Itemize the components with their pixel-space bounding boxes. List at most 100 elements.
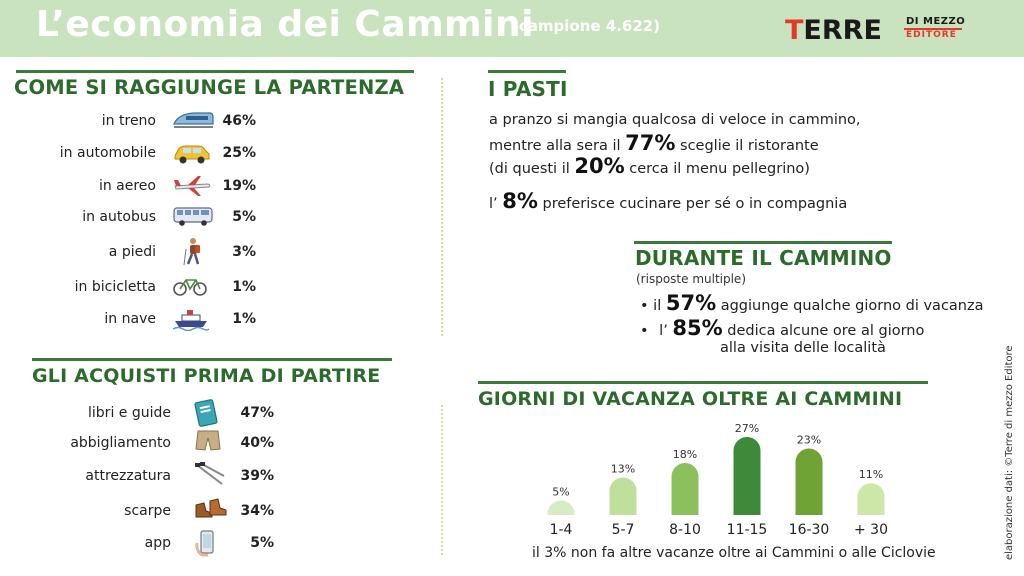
during-bullet-1-b: aggiunge qualche giorno di vacanza <box>720 298 984 314</box>
meals-line-4-a: l’ <box>489 196 498 212</box>
sample-size: (campione 4.622) <box>512 17 661 35</box>
meals-line-3-a: (di questi il <box>489 161 570 177</box>
during-bullet-2-b: dedica alcune ore al giorno <box>727 323 925 339</box>
shorts-icon <box>194 429 222 457</box>
purchase-value: 40% <box>240 435 274 451</box>
purchase-label: abbigliamento <box>70 435 171 451</box>
during-bullet-2: • l’ 85% dedica alcune ore al giorno <box>640 316 924 340</box>
departure-label: in autobus <box>82 209 156 225</box>
departure-label: in aereo <box>98 178 156 194</box>
smartphone-icon <box>194 529 220 561</box>
header-banner: L’economia dei Cammini (campione 4.622) … <box>0 0 1024 57</box>
bar-11-15 <box>733 437 761 515</box>
departure-label: in nave <box>104 311 156 327</box>
column-divider-top <box>441 78 443 336</box>
departure-label: in automobile <box>59 145 156 161</box>
logo-publisher-label: EDITORE <box>906 30 957 40</box>
logo-subtitle: DI MEZZO <box>906 16 966 27</box>
purchase-value: 34% <box>240 503 274 519</box>
meals-line-3-b: cerca il menu pellegrino) <box>629 161 810 177</box>
bullet-icon: • <box>640 323 649 339</box>
meals-line-2: mentre alla sera il 77% sceglie il risto… <box>489 131 819 155</box>
bar-category-label: + 30 <box>854 522 888 538</box>
departure-value: 25% <box>222 145 256 161</box>
train-icon <box>172 109 214 135</box>
departure-value: 46% <box>222 113 256 129</box>
bullet-icon: • <box>640 298 649 314</box>
purchase-value: 5% <box>250 535 274 551</box>
during-vacation-percent: 57% <box>665 291 717 315</box>
publisher-logo: TERRE DI MEZZO EDITORE <box>785 16 975 46</box>
purchase-label: scarpe <box>124 503 171 519</box>
meals-pilgrim-menu-percent: 20% <box>574 154 625 178</box>
departure-title: COME SI RAGGIUNGE LA PARTENZA <box>14 76 405 99</box>
chart-footnote: il 3% non fa altre vacanze oltre ai Camm… <box>532 545 936 561</box>
page-title: L’economia dei Cammini <box>36 4 534 45</box>
meals-line-2-b: sceglie il ristorante <box>680 138 819 154</box>
departure-value: 1% <box>232 279 256 295</box>
during-subtitle: (risposte multiple) <box>636 272 746 286</box>
meals-line-4: l’ 8% preferisce cucinare per sé o in co… <box>489 189 847 213</box>
bar-value-label: 18% <box>673 448 697 461</box>
bar-16-30 <box>795 448 823 515</box>
chart-rule <box>478 381 928 384</box>
during-bullet-2-cont: alla visita delle località <box>720 340 886 356</box>
during-bullet-1-a: il <box>653 298 662 314</box>
car-icon <box>172 141 212 169</box>
bar-value-label: 23% <box>797 434 821 447</box>
departure-label: a piedi <box>108 244 156 260</box>
meals-line-1: a pranzo si mangia qualcosa di veloce in… <box>489 112 861 128</box>
purchases-title: GLI ACQUISTI PRIMA DI PARTIRE <box>32 365 381 387</box>
meals-line-3: (di questi il 20% cerca il menu pellegri… <box>489 154 810 178</box>
column-divider-bottom <box>441 405 443 555</box>
departure-label: in bicicletta <box>74 279 156 295</box>
bar--30 <box>857 483 885 515</box>
departure-rule <box>16 70 414 73</box>
bicycle-icon <box>172 275 208 301</box>
departure-value: 5% <box>232 209 256 225</box>
purchase-label: libri e guide <box>88 405 171 421</box>
bar-category-label: 16-30 <box>789 522 830 538</box>
logo-divider <box>904 28 962 30</box>
purchase-value: 47% <box>240 405 274 421</box>
bar-value-label: 27% <box>735 422 759 435</box>
during-bullet-1: • il 57% aggiunge qualche giorno di vaca… <box>640 291 984 315</box>
meals-line-2-a: mentre alla sera il <box>489 138 621 154</box>
bus-icon <box>172 205 214 231</box>
bar-value-label: 5% <box>552 486 569 499</box>
during-visit-percent: 85% <box>672 316 723 340</box>
meals-title: I PASTI <box>488 77 568 101</box>
bar-8-10 <box>671 463 699 515</box>
data-credit: elaborazione dati: ©Terre di mezzo Edito… <box>1004 345 1015 560</box>
logo-rest: ERRE <box>803 15 882 46</box>
bar-category-label: 1-4 <box>550 522 573 538</box>
bar-5-7 <box>609 477 637 515</box>
departure-value: 19% <box>222 178 256 194</box>
bar-category-label: 5-7 <box>612 522 635 538</box>
vacation-days-bar-chart: 5% 1-4 13% 5-7 18% 8-10 27% 11-15 23% 16-30 11% + 3… <box>547 422 888 538</box>
during-title: DURANTE IL CAMMINO <box>635 246 892 270</box>
departure-value: 3% <box>232 244 256 260</box>
chart-title: GIORNI DI VACANZA OLTRE AI CAMMINI <box>478 388 903 410</box>
purchase-label: attrezzatura <box>85 468 171 484</box>
departure-label: in treno <box>101 113 156 129</box>
meals-cook-percent: 8% <box>502 189 538 213</box>
departure-value: 1% <box>232 311 256 327</box>
hiker-icon <box>182 237 204 271</box>
during-rule <box>634 241 892 244</box>
meals-line-4-b: preferisce cucinare per sé o in compagni… <box>542 196 848 212</box>
bar-value-label: 13% <box>611 462 635 475</box>
bar-1-4 <box>547 500 575 515</box>
meals-restaurant-percent: 77% <box>625 131 676 155</box>
bar-category-label: 8-10 <box>669 522 701 538</box>
bar-category-label: 11-15 <box>727 522 768 538</box>
logo-initial: T <box>785 15 804 46</box>
airplane-icon <box>172 174 212 202</box>
logo-wordmark: TERRE <box>785 16 882 46</box>
boots-icon <box>194 497 228 525</box>
trekking-poles-icon <box>194 462 226 492</box>
purchase-label: app <box>144 535 171 551</box>
purchase-value: 39% <box>240 468 274 484</box>
during-bullet-2-a: l’ <box>659 323 668 339</box>
book-icon <box>194 399 220 431</box>
